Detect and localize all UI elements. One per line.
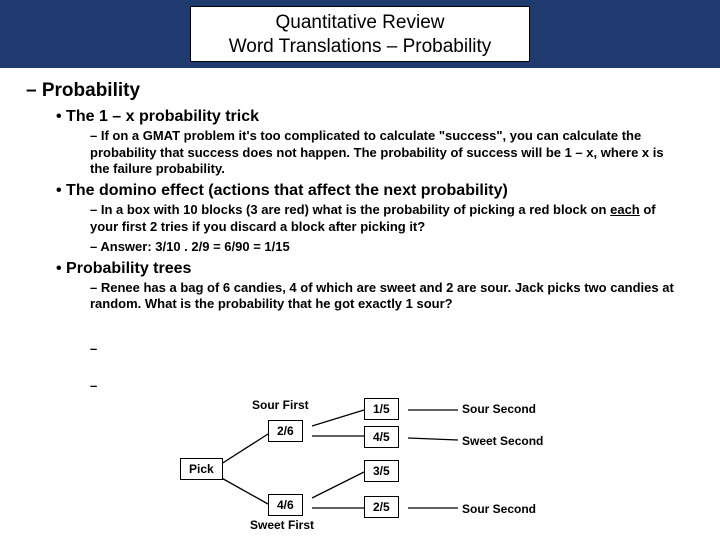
tree-edge-2-6: 2/6 [268,420,303,442]
bullet-2-sub-1: – In a box with 10 blocks (3 are red) wh… [90,202,676,235]
bullet-2-sub-2: – Answer: 3/10 . 2/9 = 6/90 = 1/15 [90,239,676,256]
header-line2: Word Translations – Probability [229,36,492,57]
bullet-1-title: • The 1 – x probability trick [56,108,700,126]
slide-header: Quantitative Review Word Translations – … [0,0,720,68]
empty-dash-2: – [90,378,700,393]
tree-leaf-sour-second-2: Sour Second [462,502,536,516]
tree-label-sweet-first: Sweet First [250,518,314,532]
tree-edge-4-5: 4/5 [364,426,399,448]
tree-edge-1-5: 1/5 [364,398,399,420]
header-line1: Quantitative Review [276,12,445,33]
tree-root: Pick [180,458,223,480]
header-title-box: Quantitative Review Word Translations – … [190,6,530,62]
bullet-3-sub-1: – Renee has a bag of 6 candies, 4 of whi… [90,280,676,313]
tree-edge-3-5: 3/5 [364,460,399,482]
tree-edge-2-5: 2/5 [364,496,399,518]
slide-content: – Probability • The 1 – x probability tr… [0,68,720,393]
tree-leaf-sweet-second: Sweet Second [462,434,543,448]
section-title: – Probability [26,80,700,102]
tree-label-sour-first: Sour First [252,398,309,412]
bullet-3-title: • Probability trees [56,260,700,278]
empty-dash-1: – [90,341,700,356]
tree-leaf-sour-second-1: Sour Second [462,402,536,416]
bullet-1-sub-1: – If on a GMAT problem it's too complica… [90,128,676,178]
bullet-2-title: • The domino effect (actions that affect… [56,182,700,200]
tree-lines [0,394,720,534]
tree-edge-4-6: 4/6 [268,494,303,516]
